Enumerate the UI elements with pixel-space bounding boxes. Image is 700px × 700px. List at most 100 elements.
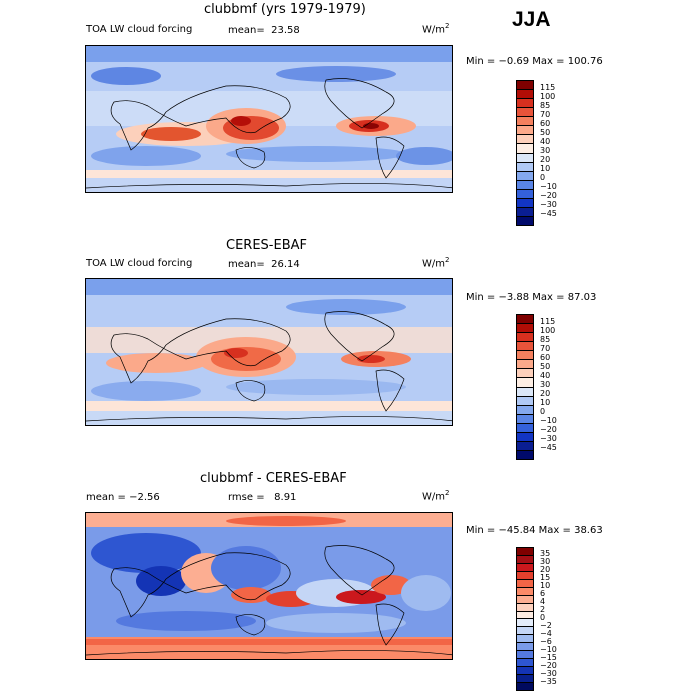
panel-2-variable-label: TOA LW cloud forcing [86,258,193,269]
colorbar-swatch [517,441,533,451]
colorbar-tick-label: −45 [540,209,557,218]
panel-2-colorbar [516,314,534,460]
colorbar-swatch [517,414,533,424]
colorbar-swatch [517,342,533,352]
panel-3-units-text: W/m [422,491,445,503]
panel-3-mean: mean = −2.56 [86,492,160,503]
colorbar-tick-label: −15 [540,653,557,662]
colorbar-swatch [517,378,533,388]
colorbar-swatch [517,635,533,644]
panel-3-colorbar [516,547,534,691]
colorbar-tick-label: 85 [540,335,551,344]
colorbar-swatch [517,153,533,163]
panel-3-minmax: Min = −45.84 Max = 38.63 [466,525,603,536]
colorbar-swatch [517,603,533,612]
panel-2-title: CERES-EBAF [226,238,307,253]
colorbar-swatch [517,396,533,406]
colorbar-tick-label: 6 [540,589,546,598]
panel-2-mean-label: mean= [228,259,265,270]
panel-1-mean: mean= 23.58 [228,25,300,36]
panel-3-rmse-label: rmse = [228,492,265,503]
panel-1-mean-label: mean= [228,25,265,36]
colorbar-swatch [517,667,533,675]
panel-2-mean: mean= 26.14 [228,259,300,270]
colorbar-swatch [517,555,533,564]
colorbar-swatch [517,450,533,459]
colorbar-swatch [517,117,533,127]
colorbar-swatch [517,595,533,604]
panel-1-mean-value: 23.58 [271,25,300,36]
panel-3-units: W/m2 [422,489,449,502]
colorbar-swatch [517,579,533,588]
colorbar-tick-label: 15 [540,573,551,582]
colorbar-tick-label: 20 [540,389,551,398]
panel-1-units-sup: 2 [445,22,450,30]
colorbar-tick-label: −30 [540,434,557,443]
colorbar-tick-label: −4 [540,629,552,638]
panel-1-variable-label: TOA LW cloud forcing [86,24,193,35]
colorbar-tick-label: 35 [540,549,551,558]
colorbar-swatch [517,360,533,370]
colorbar-swatch [517,563,533,572]
panel-3-map [85,512,453,660]
colorbar-tick-label: −10 [540,182,557,191]
colorbar-swatch [517,619,533,628]
colorbar-tick-label: 10 [540,398,551,407]
colorbar-swatch [517,611,533,620]
colorbar-tick-label: −30 [540,200,557,209]
panel-1-title: clubbmf (yrs 1979-1979) [204,2,366,17]
colorbar-tick-label: −35 [540,677,557,686]
colorbar-swatch [517,126,533,136]
colorbar-tick-label: 10 [540,164,551,173]
colorbar-swatch [517,423,533,433]
colorbar-tick-label: 30 [540,380,551,389]
colorbar-tick-label: 85 [540,101,551,110]
colorbar-tick-label: 70 [540,110,551,119]
colorbar-tick-label: 40 [540,371,551,380]
colorbar-tick-label: 30 [540,146,551,155]
colorbar-swatch [517,135,533,145]
colorbar-swatch [517,405,533,415]
colorbar-tick-label: 100 [540,92,556,101]
colorbar-swatch [517,207,533,217]
colorbar-tick-label: −2 [540,621,552,630]
colorbar-swatch [517,108,533,118]
colorbar-tick-label: 30 [540,557,551,566]
panel-3-title: clubbmf - CERES-EBAF [200,471,347,486]
colorbar-swatch [517,90,533,100]
colorbar-tick-label: −30 [540,669,557,678]
colorbar-swatch [517,548,533,556]
colorbar-swatch [517,351,533,361]
colorbar-tick-label: 50 [540,362,551,371]
colorbar-tick-label: −6 [540,637,552,646]
panel-1-minmax: Min = −0.69 Max = 100.76 [466,56,603,67]
colorbar-swatch [517,189,533,199]
colorbar-tick-label: 0 [540,173,546,182]
colorbar-tick-label: −45 [540,443,557,452]
colorbar-swatch [517,571,533,580]
colorbar-swatch [517,651,533,660]
colorbar-swatch [517,99,533,109]
panel-2-map [85,278,453,426]
panel-3-rmse: rmse = 8.91 [228,492,296,503]
colorbar-swatch [517,162,533,172]
colorbar-tick-label: 70 [540,344,551,353]
colorbar-tick-label: 20 [540,155,551,164]
colorbar-tick-label: 60 [540,119,551,128]
colorbar-tick-label: 115 [540,317,556,326]
colorbar-tick-label: 0 [540,613,546,622]
colorbar-swatch [517,387,533,397]
panel-3-units-sup: 2 [445,489,450,497]
panel-2-units-text: W/m [422,258,445,270]
panel-1-colorbar [516,80,534,226]
colorbar-swatch [517,324,533,334]
panel-2-units-sup: 2 [445,256,450,264]
colorbar-swatch [517,369,533,379]
colorbar-tick-label: −10 [540,416,557,425]
colorbar-swatch [517,627,533,636]
panel-2-minmax: Min = −3.88 Max = 87.03 [466,292,597,303]
colorbar-swatch [517,333,533,343]
colorbar-tick-label: −20 [540,661,557,670]
colorbar-swatch [517,587,533,596]
colorbar-tick-label: 50 [540,128,551,137]
